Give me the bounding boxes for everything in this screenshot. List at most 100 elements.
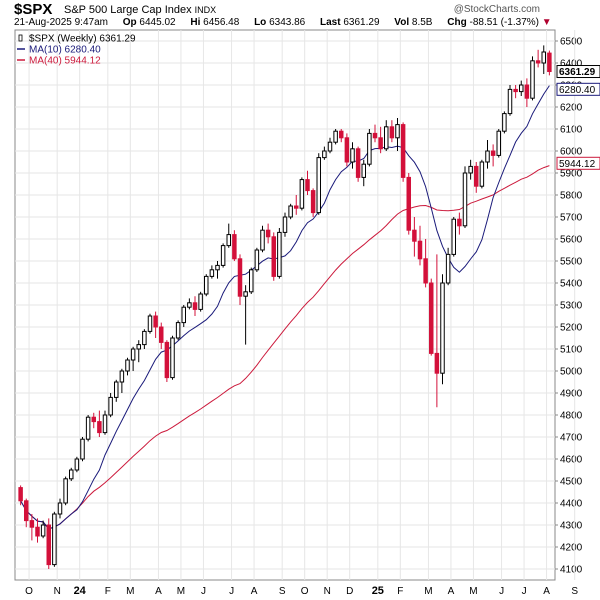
candle-down xyxy=(232,234,237,260)
candle-up xyxy=(136,344,141,350)
legend-candle-icon xyxy=(18,34,23,42)
candle-up xyxy=(63,478,68,504)
y-tick-label: 4300 xyxy=(560,521,583,532)
x-tick-label: M xyxy=(177,586,185,597)
candle-down xyxy=(192,302,198,310)
x-tick-label: N xyxy=(324,586,331,597)
candle-up xyxy=(541,51,546,64)
low-value: 6343.86 xyxy=(269,17,306,28)
x-tick-label: J xyxy=(522,586,527,597)
x-tick-label: D xyxy=(346,586,353,597)
candle-up xyxy=(181,306,186,324)
x-tick-label: O xyxy=(301,586,309,597)
candle-down xyxy=(423,258,428,284)
x-tick-label: J xyxy=(229,586,234,597)
x-tick-label: 25 xyxy=(372,585,384,597)
y-tick-label: 4200 xyxy=(560,543,583,554)
candle-down xyxy=(91,416,96,423)
candle-up xyxy=(114,381,119,398)
candle-up xyxy=(209,269,215,277)
candle-up xyxy=(69,469,74,480)
candle-up xyxy=(187,302,192,308)
legend-entry-ma10: MA(10) 6280.40 xyxy=(29,45,101,56)
legend-entry-ma40: MA(40) 5944.12 xyxy=(29,56,101,67)
x-tick-label: A xyxy=(251,586,258,597)
price-tag-box xyxy=(556,82,600,96)
x-tick-label: A xyxy=(155,586,162,597)
quote-datetime: 21-Aug-2025 9:47am xyxy=(14,17,108,28)
y-tick-label: 6400 xyxy=(560,59,583,70)
candle-up xyxy=(445,253,451,284)
y-tick-label: 4900 xyxy=(560,389,583,400)
candle-up xyxy=(85,416,91,440)
candle-down xyxy=(35,526,40,537)
x-tick-label: J xyxy=(499,586,504,597)
candle-up xyxy=(254,249,260,271)
candle-down xyxy=(97,421,102,434)
vol-label: Vol xyxy=(394,17,410,28)
candle-down xyxy=(24,500,29,522)
candle-down xyxy=(457,218,462,227)
candle-up xyxy=(226,234,231,247)
candle-up xyxy=(395,124,400,139)
candle-up xyxy=(119,370,125,383)
y-tick-label: 4100 xyxy=(560,565,583,576)
candle-down xyxy=(474,165,479,187)
y-tick-label: 5200 xyxy=(560,323,583,334)
security-name-text: S&P 500 Large Cap Index xyxy=(64,4,192,16)
candle-up xyxy=(249,269,254,293)
candle-down xyxy=(547,52,552,73)
candle-up xyxy=(316,157,321,214)
candle-up xyxy=(277,231,282,277)
candle-down xyxy=(434,352,440,374)
candle-up xyxy=(130,348,136,361)
candle-down xyxy=(389,126,395,139)
candle-up xyxy=(485,150,490,163)
high-value: 6456.48 xyxy=(203,17,240,28)
y-tick-label: 5800 xyxy=(560,191,583,202)
candle-up xyxy=(170,337,175,379)
last-label: Last xyxy=(320,17,341,28)
candle-up xyxy=(80,438,85,460)
candle-down xyxy=(294,205,299,209)
candle-down xyxy=(159,326,164,343)
candle-up xyxy=(507,88,513,115)
candle-down xyxy=(490,150,496,156)
candle-down xyxy=(18,487,23,502)
candle-down xyxy=(237,258,243,297)
candle-up xyxy=(74,458,80,471)
y-tick-label: 6500 xyxy=(560,37,583,48)
exchange: INDX xyxy=(194,5,217,15)
high-label: Hi xyxy=(190,17,201,28)
price-tag-box xyxy=(556,156,600,170)
candle-up xyxy=(260,229,265,251)
legend-entry-price: $SPX (Weekly) 6361.29 xyxy=(29,34,136,45)
candle-up xyxy=(220,245,226,266)
x-tick-label: A xyxy=(543,586,550,597)
low-label: Lo xyxy=(254,17,267,28)
candle-up xyxy=(367,132,372,165)
candle-up xyxy=(288,205,293,218)
open-value: 6445.02 xyxy=(139,17,176,28)
ma40-line xyxy=(20,165,550,530)
candle-up xyxy=(530,60,535,99)
quote-line: 21-Aug-2025 9:47am Op 6445.02 Hi 6456.48… xyxy=(14,17,552,28)
candle-down xyxy=(378,137,383,150)
candle-down xyxy=(271,236,276,277)
y-tick-label: 6000 xyxy=(560,147,583,158)
candle-down xyxy=(46,524,51,566)
y-tick-label: 5000 xyxy=(560,367,583,378)
y-tick-label: 5500 xyxy=(560,257,583,268)
last-value: 6361.29 xyxy=(343,17,380,28)
candle-down xyxy=(524,84,530,99)
candle-up xyxy=(147,315,153,332)
y-tick-label: 4800 xyxy=(560,411,583,422)
candle-up xyxy=(361,163,366,178)
candle-up xyxy=(299,179,305,209)
candle-up xyxy=(204,275,209,295)
candle-down xyxy=(535,60,541,64)
candle-down xyxy=(265,229,271,238)
candle-up xyxy=(496,130,501,156)
x-tick-label: J xyxy=(201,586,206,597)
